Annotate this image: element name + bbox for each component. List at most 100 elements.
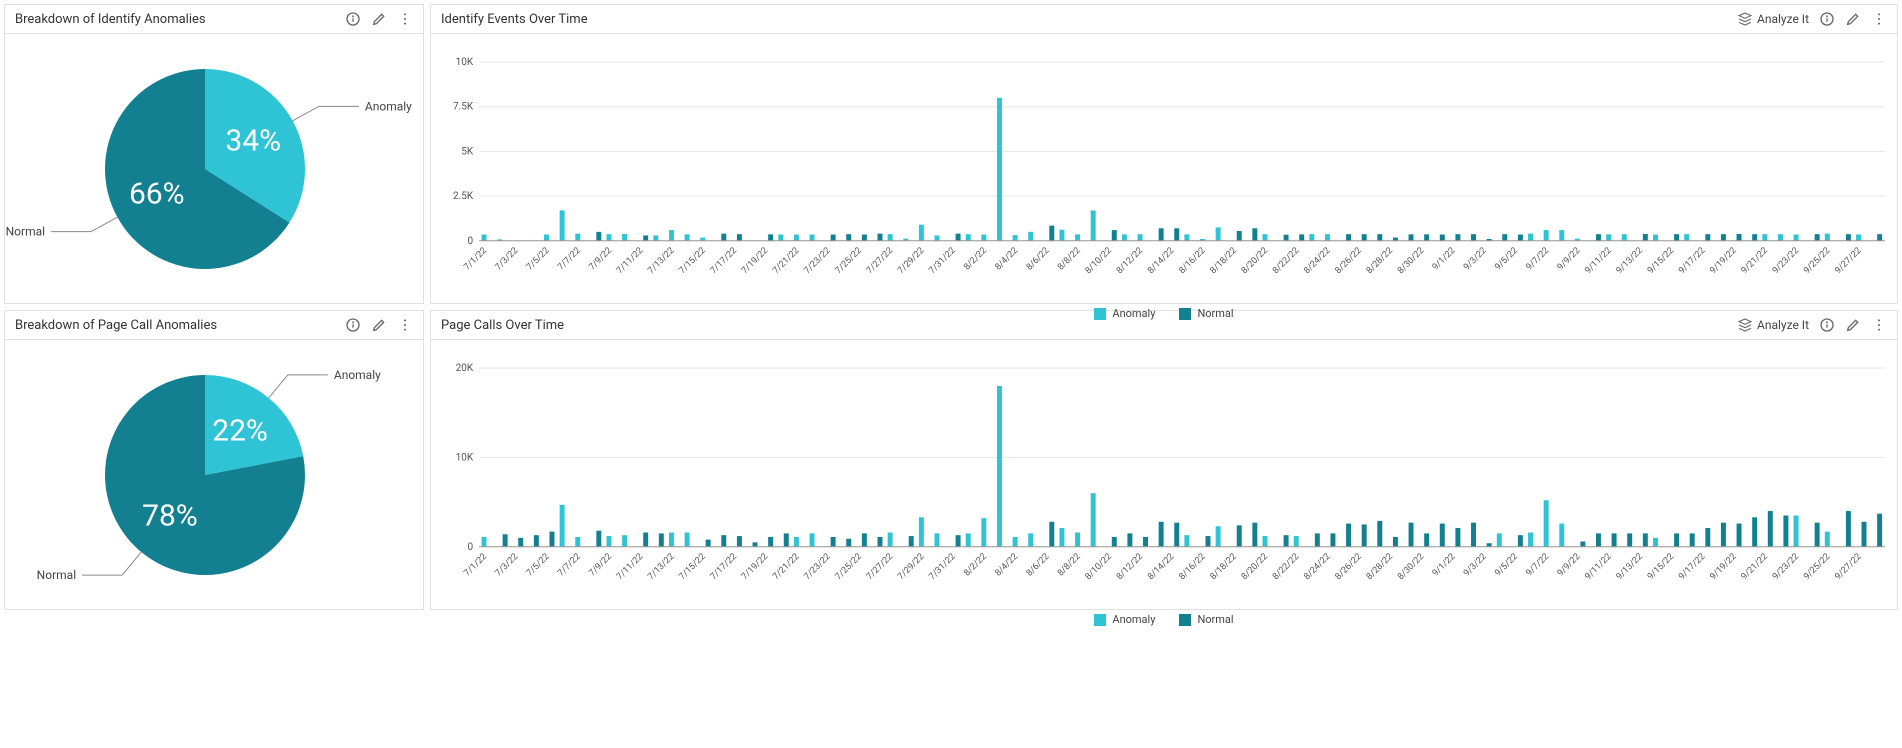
svg-text:7/17/22: 7/17/22 <box>709 246 739 276</box>
chart-legend: Anomaly Normal <box>431 609 1897 632</box>
svg-text:7/7/22: 7/7/22 <box>556 246 583 273</box>
svg-text:9/13/22: 9/13/22 <box>1615 246 1645 276</box>
svg-text:8/24/22: 8/24/22 <box>1302 552 1332 582</box>
chart-legend: Anomaly Normal <box>431 303 1897 326</box>
panel-header: Breakdown of Identify Anomalies <box>5 5 423 34</box>
svg-text:8/20/22: 8/20/22 <box>1240 552 1270 582</box>
svg-text:8/26/22: 8/26/22 <box>1334 246 1364 276</box>
svg-text:7/25/22: 7/25/22 <box>834 552 864 582</box>
svg-text:8/4/22: 8/4/22 <box>994 246 1021 273</box>
svg-text:9/17/22: 9/17/22 <box>1677 246 1707 276</box>
svg-text:7/21/22: 7/21/22 <box>771 246 801 276</box>
svg-text:8/30/22: 8/30/22 <box>1396 246 1426 276</box>
svg-text:9/27/22: 9/27/22 <box>1833 552 1863 582</box>
svg-text:8/30/22: 8/30/22 <box>1396 552 1426 582</box>
svg-text:8/14/22: 8/14/22 <box>1146 552 1176 582</box>
info-icon[interactable] <box>345 11 361 27</box>
panel-header: Identify Events Over Time Analyze It <box>431 5 1897 34</box>
info-icon[interactable] <box>1819 11 1835 27</box>
svg-text:8/24/22: 8/24/22 <box>1302 246 1332 276</box>
svg-text:9/23/22: 9/23/22 <box>1771 246 1801 276</box>
svg-text:8/10/22: 8/10/22 <box>1084 246 1114 276</box>
svg-text:7/29/22: 7/29/22 <box>896 552 926 582</box>
legend-item-normal[interactable]: Normal <box>1179 613 1233 626</box>
svg-text:8/6/22: 8/6/22 <box>1025 552 1052 579</box>
svg-text:8/28/22: 8/28/22 <box>1365 552 1395 582</box>
svg-text:66%: 66% <box>129 176 185 211</box>
svg-text:8/8/22: 8/8/22 <box>1056 246 1083 273</box>
svg-text:0: 0 <box>468 236 474 247</box>
svg-text:9/25/22: 9/25/22 <box>1802 552 1832 582</box>
svg-text:7/3/22: 7/3/22 <box>494 552 521 579</box>
svg-text:Anomaly: Anomaly <box>334 368 381 382</box>
svg-text:9/21/22: 9/21/22 <box>1740 246 1770 276</box>
svg-text:7/1/22: 7/1/22 <box>462 552 489 579</box>
svg-text:22%: 22% <box>212 414 268 449</box>
svg-text:9/11/22: 9/11/22 <box>1583 246 1613 276</box>
svg-text:9/23/22: 9/23/22 <box>1771 552 1801 582</box>
svg-text:8/2/22: 8/2/22 <box>962 246 989 273</box>
svg-text:9/19/22: 9/19/22 <box>1708 552 1738 582</box>
svg-text:7/5/22: 7/5/22 <box>525 552 552 579</box>
svg-text:8/28/22: 8/28/22 <box>1365 246 1395 276</box>
svg-text:8/16/22: 8/16/22 <box>1177 552 1207 582</box>
svg-text:8/8/22: 8/8/22 <box>1056 552 1083 579</box>
svg-text:8/14/22: 8/14/22 <box>1146 246 1176 276</box>
svg-text:10K: 10K <box>456 452 474 463</box>
bar-chart-pagecalls: 010K20K7/1/227/3/227/5/227/7/227/9/227/1… <box>431 340 1897 609</box>
pie-chart-pagecall: 22%Anomaly78%Normal <box>5 340 423 609</box>
svg-text:7/19/22: 7/19/22 <box>740 246 770 276</box>
svg-text:7/1/22: 7/1/22 <box>462 246 489 273</box>
panel-bar-identify-events: Identify Events Over Time Analyze It 0 2.… <box>430 4 1898 304</box>
svg-text:7/13/22: 7/13/22 <box>646 246 676 276</box>
dashboard-grid: Breakdown of Identify Anomalies 34% Anoma… <box>0 0 1902 614</box>
svg-text:78%: 78% <box>142 498 198 533</box>
legend-item-anomaly[interactable]: Anomaly <box>1094 613 1155 626</box>
analyze-button[interactable]: Analyze It <box>1737 11 1809 27</box>
more-icon[interactable] <box>1871 11 1887 27</box>
svg-text:8/26/22: 8/26/22 <box>1334 552 1364 582</box>
svg-text:9/25/22: 9/25/22 <box>1802 246 1832 276</box>
more-icon[interactable] <box>397 11 413 27</box>
legend-item-normal[interactable]: Normal <box>1179 307 1233 320</box>
svg-text:7/13/22: 7/13/22 <box>646 552 676 582</box>
panel-actions <box>345 317 413 333</box>
info-icon[interactable] <box>345 317 361 333</box>
svg-text:9/13/22: 9/13/22 <box>1615 552 1645 582</box>
svg-text:8/2/22: 8/2/22 <box>962 552 989 579</box>
svg-text:7/17/22: 7/17/22 <box>709 552 739 582</box>
svg-text:8/12/22: 8/12/22 <box>1115 552 1145 582</box>
svg-text:9/9/22: 9/9/22 <box>1556 552 1583 579</box>
panel-header: Breakdown of Page Call Anomalies <box>5 311 423 340</box>
svg-text:7/9/22: 7/9/22 <box>587 246 614 273</box>
svg-text:7/9/22: 7/9/22 <box>587 552 614 579</box>
svg-text:7/27/22: 7/27/22 <box>865 552 895 582</box>
svg-text:2.5K: 2.5K <box>453 191 474 202</box>
svg-text:20K: 20K <box>456 363 474 374</box>
edit-icon[interactable] <box>371 317 387 333</box>
svg-text:8/22/22: 8/22/22 <box>1271 246 1301 276</box>
panel-pie-pagecall: Breakdown of Page Call Anomalies 22% Anom… <box>4 310 424 610</box>
svg-text:7/31/22: 7/31/22 <box>927 246 957 276</box>
svg-text:7/11/22: 7/11/22 <box>615 246 645 276</box>
svg-text:7/15/22: 7/15/22 <box>678 246 708 276</box>
svg-text:34%: 34% <box>225 123 281 158</box>
edit-icon[interactable] <box>371 11 387 27</box>
more-icon[interactable] <box>397 317 413 333</box>
svg-text:9/5/22: 9/5/22 <box>1493 246 1520 273</box>
svg-text:7/29/22: 7/29/22 <box>896 246 926 276</box>
svg-text:9/11/22: 9/11/22 <box>1583 552 1613 582</box>
svg-text:8/22/22: 8/22/22 <box>1271 552 1301 582</box>
svg-text:Anomaly: Anomaly <box>365 99 412 113</box>
svg-text:7/31/22: 7/31/22 <box>927 552 957 582</box>
panel-actions: Analyze It <box>1737 11 1887 27</box>
svg-text:0: 0 <box>468 542 474 553</box>
svg-text:7/5/22: 7/5/22 <box>525 246 552 273</box>
svg-text:9/7/22: 9/7/22 <box>1525 552 1552 579</box>
svg-text:7/23/22: 7/23/22 <box>803 246 833 276</box>
legend-item-anomaly[interactable]: Anomaly <box>1094 307 1155 320</box>
svg-text:9/9/22: 9/9/22 <box>1556 246 1583 273</box>
svg-text:7/19/22: 7/19/22 <box>740 552 770 582</box>
edit-icon[interactable] <box>1845 11 1861 27</box>
svg-text:9/3/22: 9/3/22 <box>1462 246 1489 273</box>
